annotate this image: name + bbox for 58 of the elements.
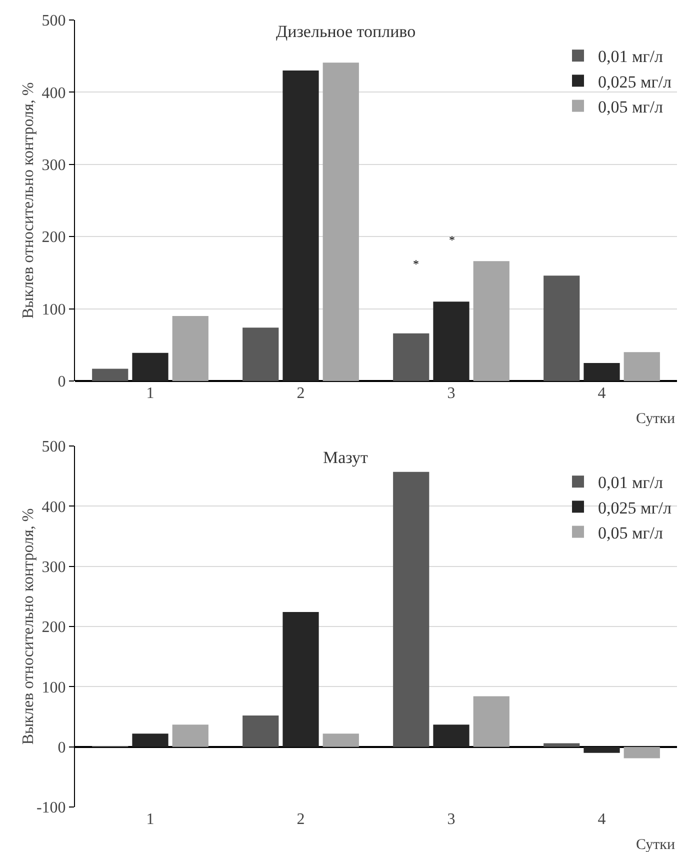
bar xyxy=(172,316,208,381)
x-tick-label: 2 xyxy=(296,385,305,402)
bar xyxy=(322,62,359,381)
bar xyxy=(393,333,430,381)
legend-label: 0,05 мг/л xyxy=(598,523,664,542)
y-tick-label: 200 xyxy=(42,619,66,636)
chart-title: Мазут xyxy=(323,448,369,467)
bar xyxy=(172,724,208,747)
bar xyxy=(473,261,510,381)
bar xyxy=(433,724,470,747)
bar xyxy=(242,328,279,381)
y-tick-label: 100 xyxy=(42,679,66,696)
y-tick-label: 0 xyxy=(58,739,66,756)
x-tick-label: 2 xyxy=(296,811,305,828)
bar xyxy=(584,746,620,753)
annotation: * xyxy=(449,233,455,247)
x-tick-label: 1 xyxy=(146,385,154,402)
y-tick-label: 500 xyxy=(42,12,66,30)
x-axis-title: Сутки xyxy=(636,411,676,427)
bar xyxy=(132,734,168,747)
bar xyxy=(584,362,620,381)
y-tick-label: -100 xyxy=(36,800,66,817)
bar xyxy=(282,70,319,381)
bar xyxy=(242,716,279,747)
y-tick-label: 300 xyxy=(42,558,66,576)
bar xyxy=(92,368,128,381)
legend-label: 0,01 мг/л xyxy=(598,47,664,66)
legend-label: 0,05 мг/л xyxy=(598,97,664,116)
chart-title: Дизельное топливо xyxy=(276,22,416,41)
legend-label: 0,01 мг/л xyxy=(598,473,664,492)
x-tick-label: 1 xyxy=(146,811,154,828)
y-axis-title: Выклев относительно контроля, % xyxy=(20,508,37,745)
bar xyxy=(433,302,470,381)
bar xyxy=(322,734,359,747)
bar xyxy=(544,743,580,747)
y-tick-label: 500 xyxy=(42,438,66,456)
y-tick-label: 300 xyxy=(42,157,66,174)
legend-label: 0,025 мг/л xyxy=(598,498,672,518)
y-tick-label: 100 xyxy=(42,301,66,318)
bar xyxy=(624,746,660,758)
y-tick-label: 200 xyxy=(42,229,66,246)
bar xyxy=(624,352,660,381)
x-tick-label: 3 xyxy=(447,385,456,402)
bar xyxy=(132,352,168,381)
y-tick-label: 400 xyxy=(42,84,66,102)
annotation: * xyxy=(413,257,419,271)
x-tick-label: 4 xyxy=(598,811,606,828)
x-tick-label: 3 xyxy=(447,811,456,828)
bar xyxy=(473,696,510,747)
x-tick-label: 4 xyxy=(598,385,606,402)
x-axis-title: Сутки xyxy=(636,837,676,852)
bar xyxy=(282,612,319,747)
bar xyxy=(393,472,430,747)
bar xyxy=(544,276,580,381)
y-tick-label: 400 xyxy=(42,498,66,516)
legend-label: 0,025 мг/л xyxy=(598,72,672,92)
y-axis-title: Выклев относительно контроля, % xyxy=(20,82,37,319)
y-tick-label: 0 xyxy=(58,374,66,391)
